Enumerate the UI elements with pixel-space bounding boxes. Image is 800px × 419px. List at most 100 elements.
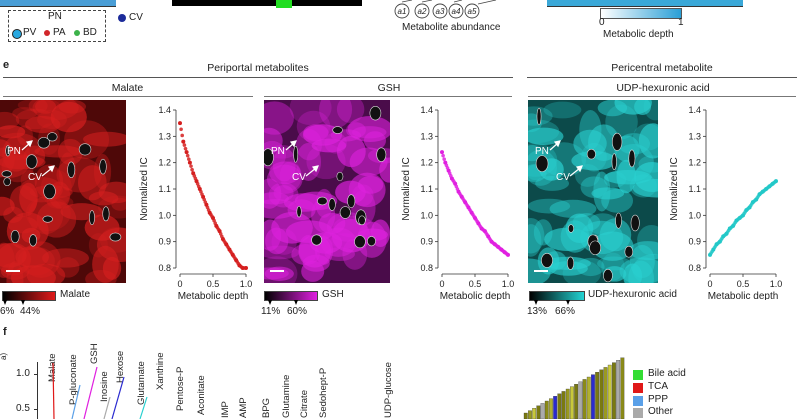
colorbar-label: Metabolic depth [603,29,674,40]
panel-1-rule [3,96,253,97]
bar [616,360,621,419]
legend-ppp: PPP [648,394,669,405]
pv-label: PV [23,27,37,38]
bar [565,388,570,419]
malate-intensity-bar [2,291,56,301]
metabolite-lines [52,362,148,419]
tissue-blob [34,145,82,158]
vessel-outline [615,212,622,229]
data-point [187,157,191,161]
f-ytick-mark-1 [34,374,38,375]
tissue-blob [269,161,301,185]
y-tick-label: 0.8 [420,263,433,273]
malate-pn-label: PN [7,146,21,157]
vessel-outline [566,256,575,270]
vessel-outline [586,148,596,160]
y-tick-label: 0.8 [688,263,701,273]
tissue-blob [572,213,601,232]
vessel-outline [102,206,110,222]
vessel-outline [47,132,58,142]
cv-dot [118,14,126,22]
data-point [442,157,446,161]
panel-f-bars [523,357,625,419]
x-axis-label: Metabolic depth [708,291,779,300]
y-tick-label: 1.1 [158,184,171,194]
top-left-remnant [0,0,116,7]
y-axis-label: Normalized IC [669,157,680,220]
y-tick-label: 1.3 [158,131,171,141]
udp-image [528,100,658,283]
bar [536,405,541,419]
vessel-outline [611,132,623,151]
vessel-outline [376,147,387,162]
bar [528,410,532,419]
vessel-outline [5,145,11,157]
gsh-scatter-chart: 0.8 0.9 1.0 1.1 1.2 1.3 1.4 0 0.5 1.0 Metabolic de… [401,105,514,300]
bar [603,367,608,419]
vessel-outline [264,148,274,167]
legend-tca-swatch [633,383,643,393]
tissue-blob [7,216,38,234]
metabolite-abundance-label: Metabolite abundance [402,22,501,33]
malate-scale-high: 44% [20,306,41,317]
tissue-blob [35,100,57,114]
tissue-blob [548,261,588,276]
tissue-blob [303,124,329,142]
vessel-outline [358,215,366,226]
bar [570,386,574,419]
tissue-blob [379,157,390,183]
tissue-blob [0,125,26,139]
tissue-blob [575,163,601,187]
tissue-blob [633,123,658,151]
vessel-outline [589,240,602,256]
x-tick-label: 0.5 [469,279,482,289]
node-a4 [448,3,464,19]
node-a5 [464,3,480,19]
data-point [184,150,189,155]
data-point [183,146,188,151]
bar [612,362,616,419]
tissue-blob [57,138,84,165]
data-point [187,160,192,165]
vessel-outline [624,245,634,258]
data-point [180,133,184,138]
tissue-blob [352,184,374,207]
gsh-intensity-bar [264,291,318,301]
malate-image [0,100,126,283]
x-tick-label: 0 [707,279,712,289]
gsh-image [264,100,390,283]
pn-legend-box [8,10,106,42]
tissue-blob [264,127,283,154]
tissue-blob [302,254,330,272]
data-point [244,266,248,270]
bar [607,364,612,419]
vessel-outline [328,198,336,211]
gsh-cv-label: CV [292,172,306,183]
vessel-outline [611,153,617,171]
bar [523,412,528,419]
x-tick-label: 0 [439,279,444,289]
bar [620,357,625,419]
top-right-map-remnant [547,0,743,7]
x-tick-label: 1.0 [770,279,783,289]
vessel-outline [332,126,343,134]
vessel-outline [10,229,20,244]
vessel-outline [43,183,56,200]
data-point [506,252,510,257]
y-tick-label: 0.9 [158,237,171,247]
tissue-blob [289,100,332,126]
gsh-scale-low: 11% [261,306,281,317]
vessel-outline [369,105,382,121]
udp-pn-label: PN [535,146,549,157]
bar [553,396,558,419]
tissue-blob [357,175,384,194]
bd-dot [74,30,80,36]
vessel-outline [1,170,12,178]
tissue-blob [25,196,71,232]
data-point [189,164,193,168]
y-tick-label: 1.2 [688,158,701,168]
tissue-blob [271,211,313,244]
tissue-blob [528,224,542,257]
tissue-blob [336,100,365,124]
f-y-axis [37,362,38,419]
